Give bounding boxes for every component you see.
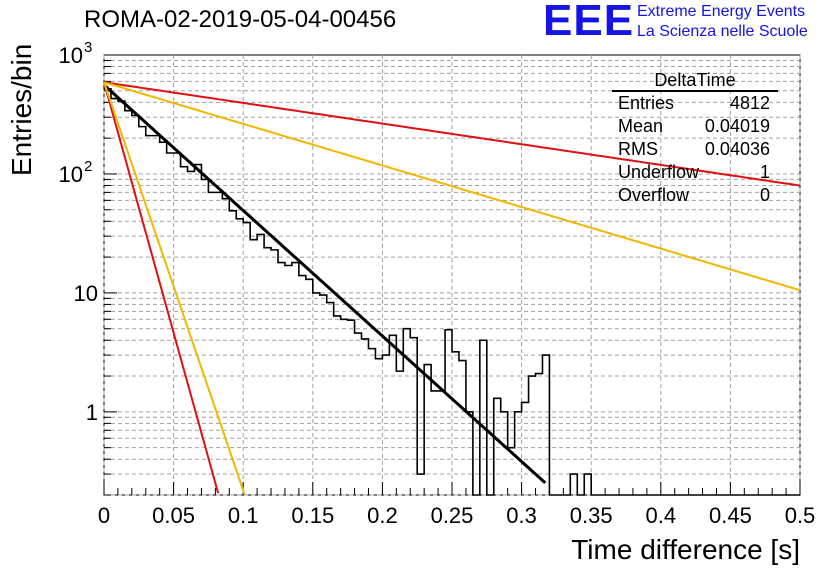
stats-label: Overflow <box>618 185 690 205</box>
y-tick-exponent: 2 <box>84 158 92 175</box>
x-tick-label: 0.15 <box>291 503 334 528</box>
x-tick-label: 0.4 <box>646 503 677 528</box>
stats-row: Overflow 0 <box>610 184 778 207</box>
stats-label: Entries <box>618 93 675 113</box>
logo-line-1: Extreme Energy Events <box>637 3 806 20</box>
stats-value: 1 <box>759 162 770 182</box>
stats-label: RMS <box>618 139 658 159</box>
x-tick-label: 0.45 <box>709 503 752 528</box>
fit-curve-2 <box>103 81 801 292</box>
run-title: ROMA-02-2019-05-04-00456 <box>84 6 397 33</box>
stats-title: DeltaTime <box>612 70 778 92</box>
x-tick-label: 0.2 <box>367 503 398 528</box>
fit-curve-3 <box>103 81 220 494</box>
logo-caption: Extreme Energy Events La Scienza nelle S… <box>637 2 808 42</box>
eee-logo-icon: EEE <box>543 0 635 45</box>
stats-box: DeltaTime Entries 4812 Mean 0.04019 RMS … <box>610 70 778 207</box>
y-tick-exponent: 3 <box>84 39 92 56</box>
x-tick-label: 0.1 <box>228 503 259 528</box>
x-tick-label: 0.05 <box>152 503 195 528</box>
stats-label: Underflow <box>618 162 700 182</box>
fit-curve-1 <box>103 81 801 187</box>
stats-value: 0.04019 <box>704 116 770 136</box>
stats-row: RMS 0.04036 <box>610 138 778 161</box>
stats-value: 4812 <box>729 93 770 113</box>
x-tick-label: 0 <box>98 503 110 528</box>
y-tick-label: 10 <box>59 43 83 68</box>
histogram <box>104 87 800 496</box>
axis-ticks <box>103 54 801 496</box>
stats-row: Entries 4812 <box>610 92 778 115</box>
x-tick-label: 0.5 <box>785 503 816 528</box>
tick-labels: 0 0.05 0.1 0.15 0.2 0.25 0.3 0.35 0.4 0.45 0.51101… <box>59 39 816 528</box>
stats-label: Mean <box>618 116 664 136</box>
stats-row: Mean 0.04019 <box>610 115 778 138</box>
histogram-outline <box>104 87 800 496</box>
fit-curves <box>102 81 801 495</box>
y-axis-label: Entries/bin <box>6 43 37 176</box>
x-tick-label: 0.25 <box>431 503 474 528</box>
x-axis-label: Time difference [s] <box>571 534 800 565</box>
stats-row: Underflow 1 <box>610 161 778 184</box>
y-tick-label: 1 <box>86 400 98 425</box>
stats-value: 0 <box>759 185 770 205</box>
x-tick-label: 0.3 <box>506 503 537 528</box>
fit-curve-4 <box>103 81 246 495</box>
x-tick-label: 0.35 <box>570 503 613 528</box>
y-tick-label: 10 <box>59 162 83 187</box>
fit-curve-0 <box>102 83 547 485</box>
logo-line-2: La Scienza nelle Scuole <box>637 23 808 40</box>
y-tick-label: 10 <box>74 281 98 306</box>
stats-value: 0.04036 <box>704 139 770 159</box>
